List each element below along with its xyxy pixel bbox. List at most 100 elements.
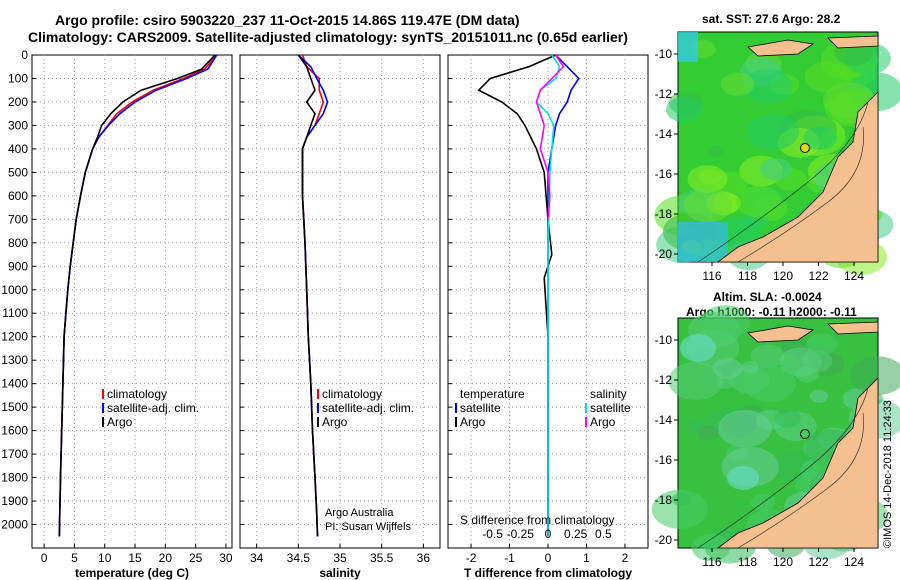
field-patch <box>806 333 838 355</box>
profile-charts: 0100200300400500600700800900100011001200… <box>1 48 649 580</box>
field-patch <box>720 72 755 97</box>
x-tick-label: 10 <box>98 551 112 565</box>
map-x-tick-label: 116 <box>702 555 721 569</box>
timestamp-stamp: ©IMOS 14-Dec-2018 11:24:33 <box>882 400 894 548</box>
depth-tick-label: 1400 <box>1 377 28 391</box>
series-line-argo <box>58 54 216 537</box>
island <box>827 35 879 49</box>
depth-tick-label: 1200 <box>1 330 28 344</box>
field-patch <box>803 126 838 150</box>
x-tick-label: 35 <box>333 551 347 565</box>
field-patch <box>683 188 733 223</box>
field-patch <box>687 165 728 194</box>
x-tick-label: 35.5 <box>370 551 394 565</box>
salinity-diff-tick-label: 0 <box>545 527 552 541</box>
field-patch <box>712 357 743 379</box>
map-x-tick-label: 122 <box>808 555 828 569</box>
series-line-s-argo <box>535 54 565 220</box>
legend-label: climatology <box>322 387 382 401</box>
depth-tick-label: 500 <box>8 165 28 179</box>
field-patch <box>850 356 900 396</box>
field-patch <box>651 489 708 529</box>
depth-tick-label: 2000 <box>1 518 28 532</box>
legend-label: satellite <box>590 401 631 415</box>
x-tick-label: 34.5 <box>287 551 311 565</box>
field-patch <box>741 361 759 374</box>
field-patch <box>774 409 801 428</box>
map-x-tick-label: 116 <box>702 269 721 283</box>
legend-label: satellite <box>460 401 501 415</box>
plot-frame <box>239 54 441 549</box>
field-patch <box>696 424 719 441</box>
series-line-argo <box>297 54 319 537</box>
depth-tick-label: 300 <box>8 118 28 132</box>
x-tick-label: 36 <box>417 551 431 565</box>
field-patch <box>750 344 785 369</box>
map-y-tick-label: -12 <box>655 373 673 387</box>
depth-tick-label: 800 <box>8 236 28 250</box>
field-patch <box>718 409 772 448</box>
field-patch <box>700 305 751 341</box>
field-patch <box>809 389 829 403</box>
depth-tick-label: 900 <box>8 259 28 273</box>
x-tick-label: 0 <box>545 551 552 565</box>
island <box>747 39 815 57</box>
x-tick-label: 15 <box>128 551 142 565</box>
map-y-tick-label: -20 <box>655 533 673 547</box>
map-y-tick-label: -18 <box>655 493 673 507</box>
field-patch <box>801 350 833 372</box>
x-tick-label: 0 <box>41 551 48 565</box>
depth-tick-label: 100 <box>8 71 28 85</box>
field-patch <box>804 61 849 93</box>
x-axis-label: T difference from climatology <box>464 566 632 580</box>
map-y-tick-label: -18 <box>655 207 673 221</box>
depth-tick-label: 1500 <box>1 400 28 414</box>
legend-label: satellite-adj. clim. <box>322 401 414 415</box>
field-patch <box>668 361 724 401</box>
cold-patch <box>678 32 698 62</box>
x-axis-label: salinity <box>319 566 361 580</box>
map-x-tick-label: 120 <box>773 269 793 283</box>
credit-line-1: Argo Australia <box>325 507 394 519</box>
legend-label: Argo <box>460 415 486 429</box>
x-tick-label: 34 <box>250 551 264 565</box>
field-patch <box>746 113 799 151</box>
island <box>747 325 815 343</box>
depth-tick-label: 0 <box>21 48 28 62</box>
sst-map-title: sat. SST: 27.6 Argo: 28.2 <box>702 12 841 26</box>
x-tick-label: 25 <box>189 551 203 565</box>
title-line-1: Argo profile: csiro 5903220_237 11-Oct-2… <box>55 12 520 28</box>
maps: 116 118 120 122 124 -10 -12 -14 -16 -18 -20 116 118… <box>651 31 900 569</box>
legend-label: temperature <box>460 387 525 401</box>
x-axis-label: temperature (deg C) <box>75 566 189 580</box>
map-x-tick-label: 124 <box>844 555 864 569</box>
salinity-diff-tick-label: -0.5 <box>482 527 503 541</box>
field-patch <box>743 365 796 403</box>
map-y-tick-label: -20 <box>655 247 673 261</box>
map-y-tick-label: -14 <box>655 127 673 141</box>
x-tick-label: 5 <box>71 551 78 565</box>
argo-float-marker <box>800 143 810 153</box>
sla-map: 116 118 120 122 124 -10 -12 -14 -16 -18 -20 <box>651 305 900 569</box>
map-y-tick-label: -14 <box>655 413 673 427</box>
salinity-diff-tick-label: 0.25 <box>564 527 588 541</box>
island <box>827 321 879 335</box>
map-x-tick-label: 122 <box>808 269 828 283</box>
map-x-tick-label: 124 <box>844 269 864 283</box>
cold-patch <box>678 222 728 262</box>
map-y-tick-label: -12 <box>655 87 673 101</box>
depth-tick-label: 400 <box>8 142 28 156</box>
x-tick-label: 2 <box>622 551 629 565</box>
legend-label: satellite-adj. clim. <box>107 401 199 415</box>
map-y-tick-label: -10 <box>655 333 673 347</box>
depth-contour <box>737 126 864 263</box>
field-patch <box>671 492 691 506</box>
map-y-tick-label: -16 <box>655 167 673 181</box>
field-patch <box>760 157 793 181</box>
salinity-diff-tick-label: -0.25 <box>507 527 535 541</box>
map-y-tick-label: -16 <box>655 453 673 467</box>
x-tick-label: 30 <box>219 551 233 565</box>
salinity-panel: 34 34.5 35 35.5 36 salinity climatologysatelli… <box>239 54 441 580</box>
map-x-tick-label: 120 <box>773 555 793 569</box>
map-x-tick-label: 118 <box>738 555 757 569</box>
